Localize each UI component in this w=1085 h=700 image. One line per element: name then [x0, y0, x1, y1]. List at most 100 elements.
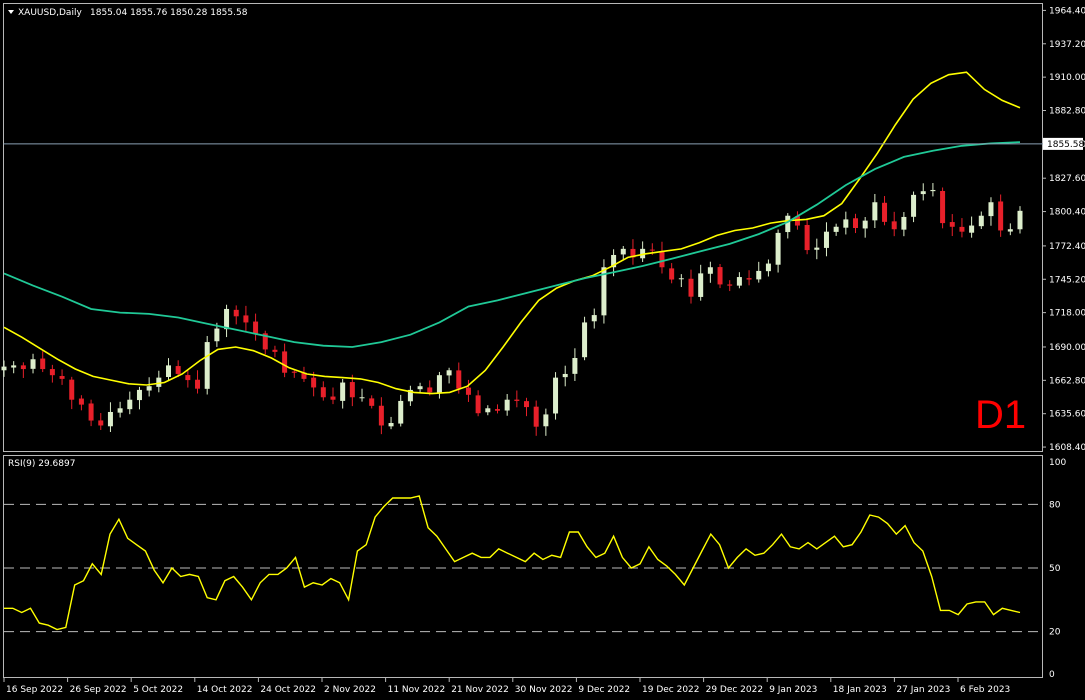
date-tick-label: 14 Oct 2022	[197, 685, 253, 695]
candle-body	[891, 221, 897, 230]
price-tick-label: 1690.00	[1049, 343, 1085, 353]
date-tick-label: 9 Dec 2022	[578, 685, 630, 695]
candle-body	[388, 423, 394, 427]
candle-body	[765, 263, 771, 272]
candle-body	[1, 366, 7, 371]
candle-body	[533, 406, 539, 427]
candle-body	[572, 358, 578, 374]
candle-body	[669, 268, 675, 280]
candle-body	[862, 220, 868, 229]
candle-body	[359, 397, 365, 399]
timeframe-annotation: D1	[975, 393, 1026, 437]
date-tick-label: 9 Jan 2023	[769, 685, 817, 695]
candle-body	[417, 386, 423, 390]
candle-body	[591, 315, 597, 322]
candle-body	[214, 328, 220, 342]
candle-body	[901, 216, 907, 230]
price-tick-label: 1772.40	[1049, 242, 1085, 252]
candle-body	[562, 373, 568, 378]
candle-body	[369, 398, 375, 406]
candle-body	[465, 387, 471, 395]
dropdown-triangle-icon[interactable]	[8, 10, 14, 14]
candle-body	[262, 333, 268, 350]
date-tick-label: 27 Jan 2023	[896, 685, 950, 695]
candle-body	[717, 267, 723, 285]
candle-body	[872, 202, 878, 221]
price-tick-label: 1718.00	[1049, 309, 1085, 319]
candle-body	[98, 420, 104, 426]
candle-body	[756, 270, 762, 280]
candle-body	[514, 399, 520, 401]
candle-body	[678, 278, 684, 280]
current-price-tag: 1855.58	[1043, 137, 1084, 150]
candle-body	[1017, 210, 1023, 230]
candle-body	[117, 408, 123, 413]
rsi-tick-label: 50	[1049, 564, 1061, 574]
candle-body	[69, 379, 75, 400]
candle-body	[146, 386, 152, 391]
date-axis: 16 Sep 2022 26 Sep 2022 5 Oct 2022 14 Oct 2…	[3, 678, 1010, 695]
price-tick-label: 1662.80	[1049, 376, 1085, 386]
candle-body	[40, 358, 46, 370]
candle-body	[543, 414, 549, 427]
date-tick-label: 6 Feb 2023	[960, 685, 1010, 695]
date-tick-label: 19 Dec 2022	[642, 685, 700, 695]
candle-body	[814, 247, 820, 250]
candle-body	[253, 321, 259, 334]
candle-body	[233, 309, 239, 317]
ohlc-values: 1855.04 1855.76 1850.28 1855.58	[90, 8, 248, 18]
candle-body	[775, 232, 781, 265]
candle-body	[291, 371, 297, 373]
candle-body	[127, 399, 133, 410]
candle-body	[156, 377, 162, 387]
rsi-tick-label: 80	[1049, 500, 1061, 510]
candle-body	[349, 382, 355, 398]
candle-body	[195, 379, 201, 389]
candle-body	[311, 377, 317, 388]
rsi-label: RSI(9) 29.6897	[8, 459, 75, 469]
candle-body	[524, 401, 530, 408]
candle-body	[11, 365, 17, 368]
price-tick-label: 1882.80	[1049, 106, 1085, 116]
candle-body	[378, 405, 384, 426]
candle-body	[988, 202, 994, 217]
candle-body	[330, 396, 336, 400]
candle-body	[843, 219, 849, 228]
price-tick-label: 1800.40	[1049, 208, 1085, 218]
price-tick-label: 1937.20	[1049, 40, 1085, 50]
candle-body	[30, 359, 36, 369]
candle-body	[611, 254, 617, 268]
candle-body	[436, 375, 442, 393]
date-tick-label: 29 Dec 2022	[706, 685, 764, 695]
date-tick-label: 30 Nov 2022	[515, 685, 573, 695]
candle-body	[620, 248, 626, 255]
candle-body	[804, 224, 810, 251]
candle-body	[204, 342, 210, 389]
fast-moving-average-line	[3, 71, 1021, 395]
price-tag-box	[1043, 137, 1083, 150]
candle-body	[340, 382, 346, 401]
candle-body	[707, 267, 713, 274]
candle-body	[1007, 229, 1013, 232]
price-tick-label: 1635.60	[1049, 410, 1085, 420]
candle-body	[794, 216, 800, 226]
candle-body	[107, 411, 113, 427]
candle-body	[882, 202, 888, 222]
candle-body	[485, 408, 491, 413]
candle-body	[88, 403, 94, 421]
date-tick-label: 18 Jan 2023	[833, 685, 887, 695]
candle-body	[504, 399, 510, 411]
candle-body	[785, 215, 791, 233]
candle-body	[649, 249, 655, 251]
candle-body	[727, 284, 733, 286]
rsi-line	[4, 495, 1021, 631]
candle-body	[494, 409, 500, 411]
candle-body	[165, 365, 171, 378]
rsi-tick-label: 20	[1049, 628, 1061, 638]
candle-body	[969, 225, 975, 233]
price-tag-label: 1855.58	[1047, 140, 1084, 150]
candle-body	[823, 231, 829, 248]
date-tick-label: 5 Oct 2022	[133, 685, 183, 695]
candle-body	[175, 366, 181, 374]
